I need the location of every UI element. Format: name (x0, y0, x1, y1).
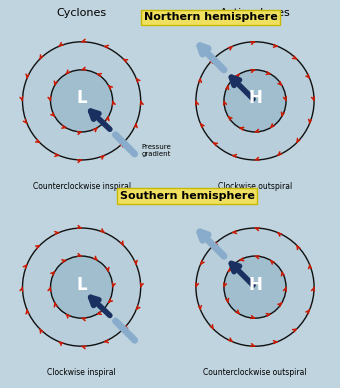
Text: Counterclockwise outspiral: Counterclockwise outspiral (203, 368, 307, 377)
Text: L: L (76, 275, 87, 294)
Text: Southern hemisphere: Southern hemisphere (120, 191, 254, 201)
Circle shape (51, 70, 113, 132)
Text: Northern hemisphere: Northern hemisphere (144, 12, 278, 23)
Text: Clockwise outspiral: Clockwise outspiral (218, 182, 292, 191)
Circle shape (196, 42, 314, 160)
Circle shape (224, 70, 286, 132)
Text: L: L (76, 89, 87, 107)
Text: H: H (248, 275, 262, 294)
Text: Anticyclones: Anticyclones (220, 8, 290, 18)
Text: Counterclockwise inspiral: Counterclockwise inspiral (33, 182, 131, 191)
Text: Pressure
gradient: Pressure gradient (142, 144, 171, 158)
Circle shape (22, 42, 141, 160)
Circle shape (51, 256, 113, 318)
Text: Clockwise inspiral: Clockwise inspiral (47, 368, 116, 377)
Text: H: H (248, 89, 262, 107)
Text: Cyclones: Cyclones (56, 8, 107, 18)
Circle shape (22, 228, 141, 346)
Circle shape (196, 228, 314, 346)
Circle shape (224, 256, 286, 318)
